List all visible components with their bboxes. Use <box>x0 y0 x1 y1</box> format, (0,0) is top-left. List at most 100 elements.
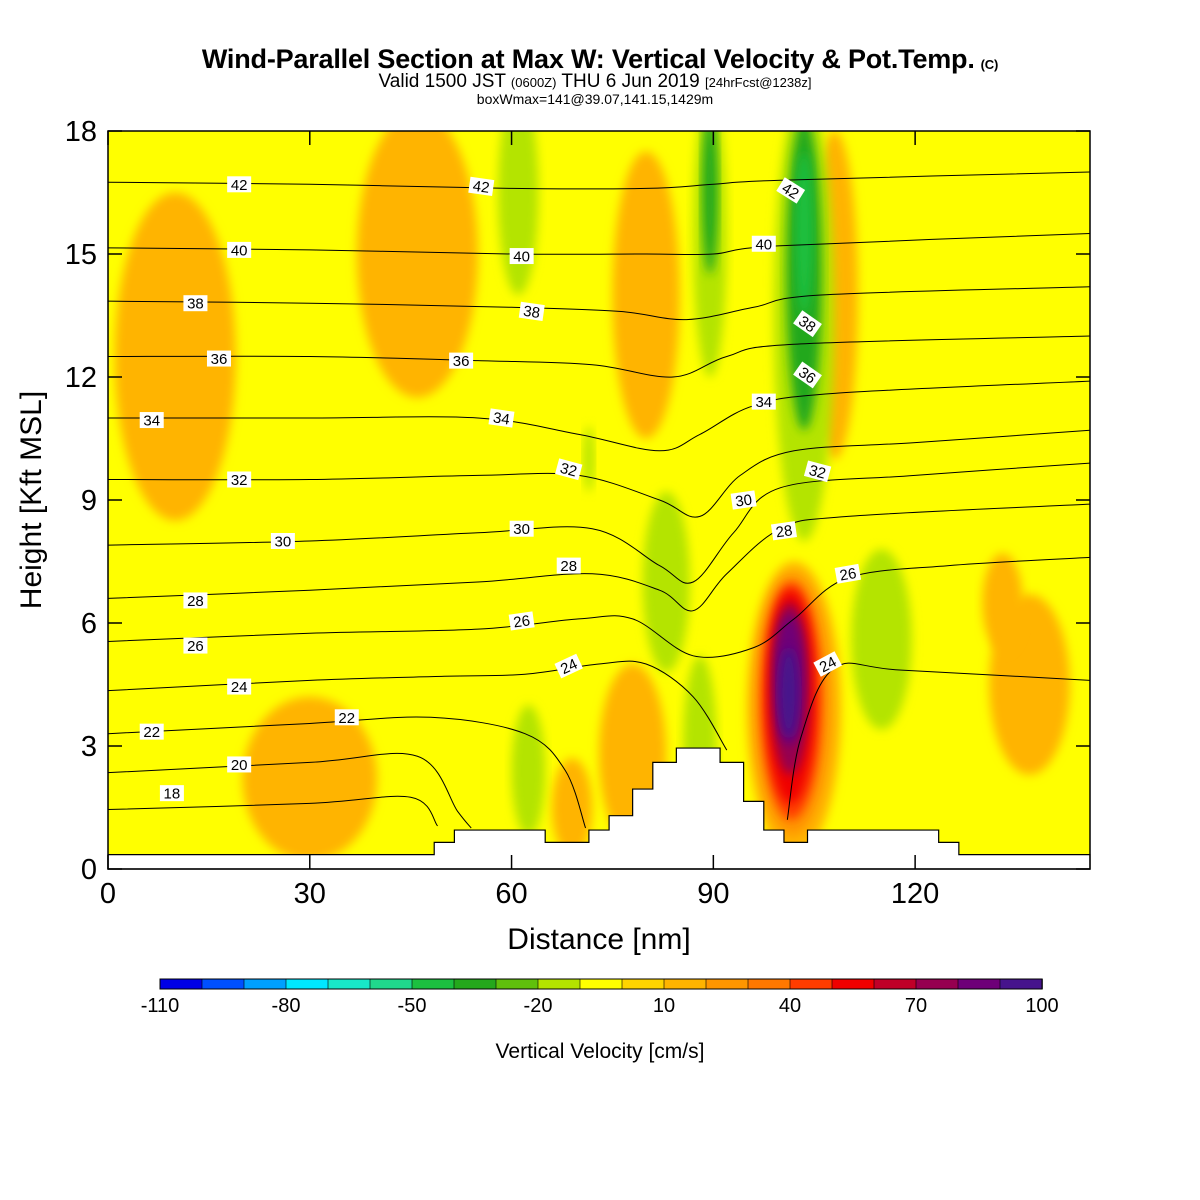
valid-time-local: Valid 1500 JST <box>378 71 506 92</box>
colorbar-swatch <box>453 978 497 990</box>
isentrope-line <box>108 752 472 829</box>
isentrope-label-layer: 42 42 42 40 40 40 38 38 38 36 36 36 34 34 34 32 32 32 30 30… <box>139 176 862 803</box>
isentrope-label-bg <box>227 241 252 258</box>
y-tick-label: 18 <box>65 116 97 148</box>
colorbar-tick-label: 70 <box>905 995 927 1017</box>
isentrope-label-bg <box>139 412 164 429</box>
isentrope-label-text: 36 <box>453 353 470 370</box>
terrain-layer <box>107 747 1091 870</box>
isentrope-label: 36 <box>793 361 822 389</box>
isentrope-label-bg <box>183 592 208 609</box>
x-axis-label: Distance [nm] <box>507 923 690 956</box>
isentrope-line <box>108 380 1090 452</box>
w-anomaly <box>551 758 593 857</box>
isentrope-label-bg <box>509 520 534 537</box>
plot-area: 42 42 42 40 40 40 38 38 38 36 36 36 34 34 34 32 32 32 30 30… <box>107 130 1091 870</box>
isentrope-label: 28 <box>556 557 581 575</box>
isentrope-label-bg <box>227 471 252 488</box>
isentrope-line <box>108 286 1090 321</box>
w-anomaly <box>583 426 595 492</box>
isentrope-label-bg <box>139 723 164 740</box>
isentrope-label: 40 <box>509 248 534 266</box>
isentrope-label-text: 40 <box>755 236 772 253</box>
colorbar-swatch <box>663 978 707 990</box>
isentrope-label-text: 40 <box>231 242 248 259</box>
isentrope-label: 38 <box>518 301 545 322</box>
isentrope-layer <box>108 171 1090 829</box>
isentrope-label-bg <box>227 756 252 773</box>
colorbar-swatch <box>957 978 1001 990</box>
box-info: boxWmax=141@39.07,141.15,1429m <box>476 91 714 107</box>
colorbar-swatch <box>159 978 203 990</box>
isentrope-label-text: 40 <box>513 249 530 266</box>
isentrope-label-text: 38 <box>522 303 541 322</box>
isentrope-label-text: 34 <box>755 394 772 411</box>
isentrope-line <box>108 462 1090 584</box>
y-tick-label: 9 <box>81 485 97 517</box>
colorbar-swatch <box>369 978 413 990</box>
isentrope-label-bg <box>751 393 776 410</box>
colorbar-tick-label: -50 <box>398 995 427 1017</box>
isentrope-label: 36 <box>449 352 474 370</box>
isentrope-label: 32 <box>803 460 832 483</box>
isentrope-label-bg <box>518 301 545 321</box>
chart-title-block: Wind-Parallel Section at Max W: Vertical… <box>0 44 1200 107</box>
isentrope-label-bg <box>793 310 822 338</box>
chart-title: Wind-Parallel Section at Max W: Vertical… <box>0 44 1200 74</box>
x-tick-label: 0 <box>100 878 116 910</box>
isentrope-label: 42 <box>776 177 806 204</box>
w-anomaly <box>982 553 1023 652</box>
colorbar-swatch <box>831 978 875 990</box>
colorbar-tick-label: 100 <box>1025 995 1058 1017</box>
colorbar-tick-label: 10 <box>653 995 675 1017</box>
isentrope-label: 20 <box>227 756 252 774</box>
isentrope-label-text: 42 <box>779 180 802 203</box>
w-anomaly <box>795 151 813 316</box>
isentrope-label-text: 34 <box>143 413 160 430</box>
colorbar-label: Vertical Velocity [cm/s] <box>496 1040 705 1063</box>
isentrope-label-bg <box>834 563 862 584</box>
isentrope-label-text: 24 <box>558 656 580 678</box>
isentrope-label: 30 <box>509 520 534 538</box>
isentrope-label: 26 <box>183 637 208 655</box>
colorbar-swatch <box>285 978 329 990</box>
colorbar-tick-label: 40 <box>779 995 801 1017</box>
y-tick-label: 12 <box>65 362 97 394</box>
isentrope-label-bg <box>770 521 797 541</box>
w-anomaly <box>779 647 799 738</box>
y-tick-label: 6 <box>81 608 97 640</box>
x-tick-label: 90 <box>697 878 729 910</box>
isentrope-label: 34 <box>139 412 164 430</box>
isentrope-label: 38 <box>793 310 822 338</box>
isentrope-label-bg <box>508 611 535 631</box>
colorbar-swatch <box>243 978 287 990</box>
colorbar-swatch <box>915 978 959 990</box>
y-tick-label: 0 <box>81 854 97 886</box>
isentrope-label-text: 34 <box>492 409 511 428</box>
isentrope-label: 42 <box>468 176 495 197</box>
isentrope-label-text: 38 <box>795 313 818 336</box>
isentrope-label-bg <box>509 248 534 265</box>
isentrope-label-bg <box>813 651 843 677</box>
isentrope-line <box>108 233 1090 256</box>
isentrope-label-text: 26 <box>838 565 857 585</box>
isentrope-label: 30 <box>730 490 757 511</box>
terrain-profile <box>107 747 1091 870</box>
forecast-info: [24hrFcst@1238z] <box>705 75 812 90</box>
isentrope-label-bg <box>270 533 295 549</box>
isentrope-line <box>108 556 1090 658</box>
chart-title-text: Wind-Parallel Section at Max W: Vertical… <box>201 44 975 74</box>
isentrope-label: 30 <box>270 533 295 551</box>
isentrope-label: 34 <box>751 393 776 411</box>
isentrope-label-text: 28 <box>187 593 204 610</box>
isentrope-label-text: 42 <box>472 178 491 197</box>
y-axis-label: Height [Kft MSL] <box>15 391 48 609</box>
isentrope-label: 22 <box>334 709 359 727</box>
isentrope-label-bg <box>554 653 583 679</box>
isentrope-label: 28 <box>183 592 208 610</box>
w-anomaly <box>701 131 719 275</box>
y-tick-label: 3 <box>81 731 97 763</box>
colorbar-swatch <box>579 978 623 990</box>
